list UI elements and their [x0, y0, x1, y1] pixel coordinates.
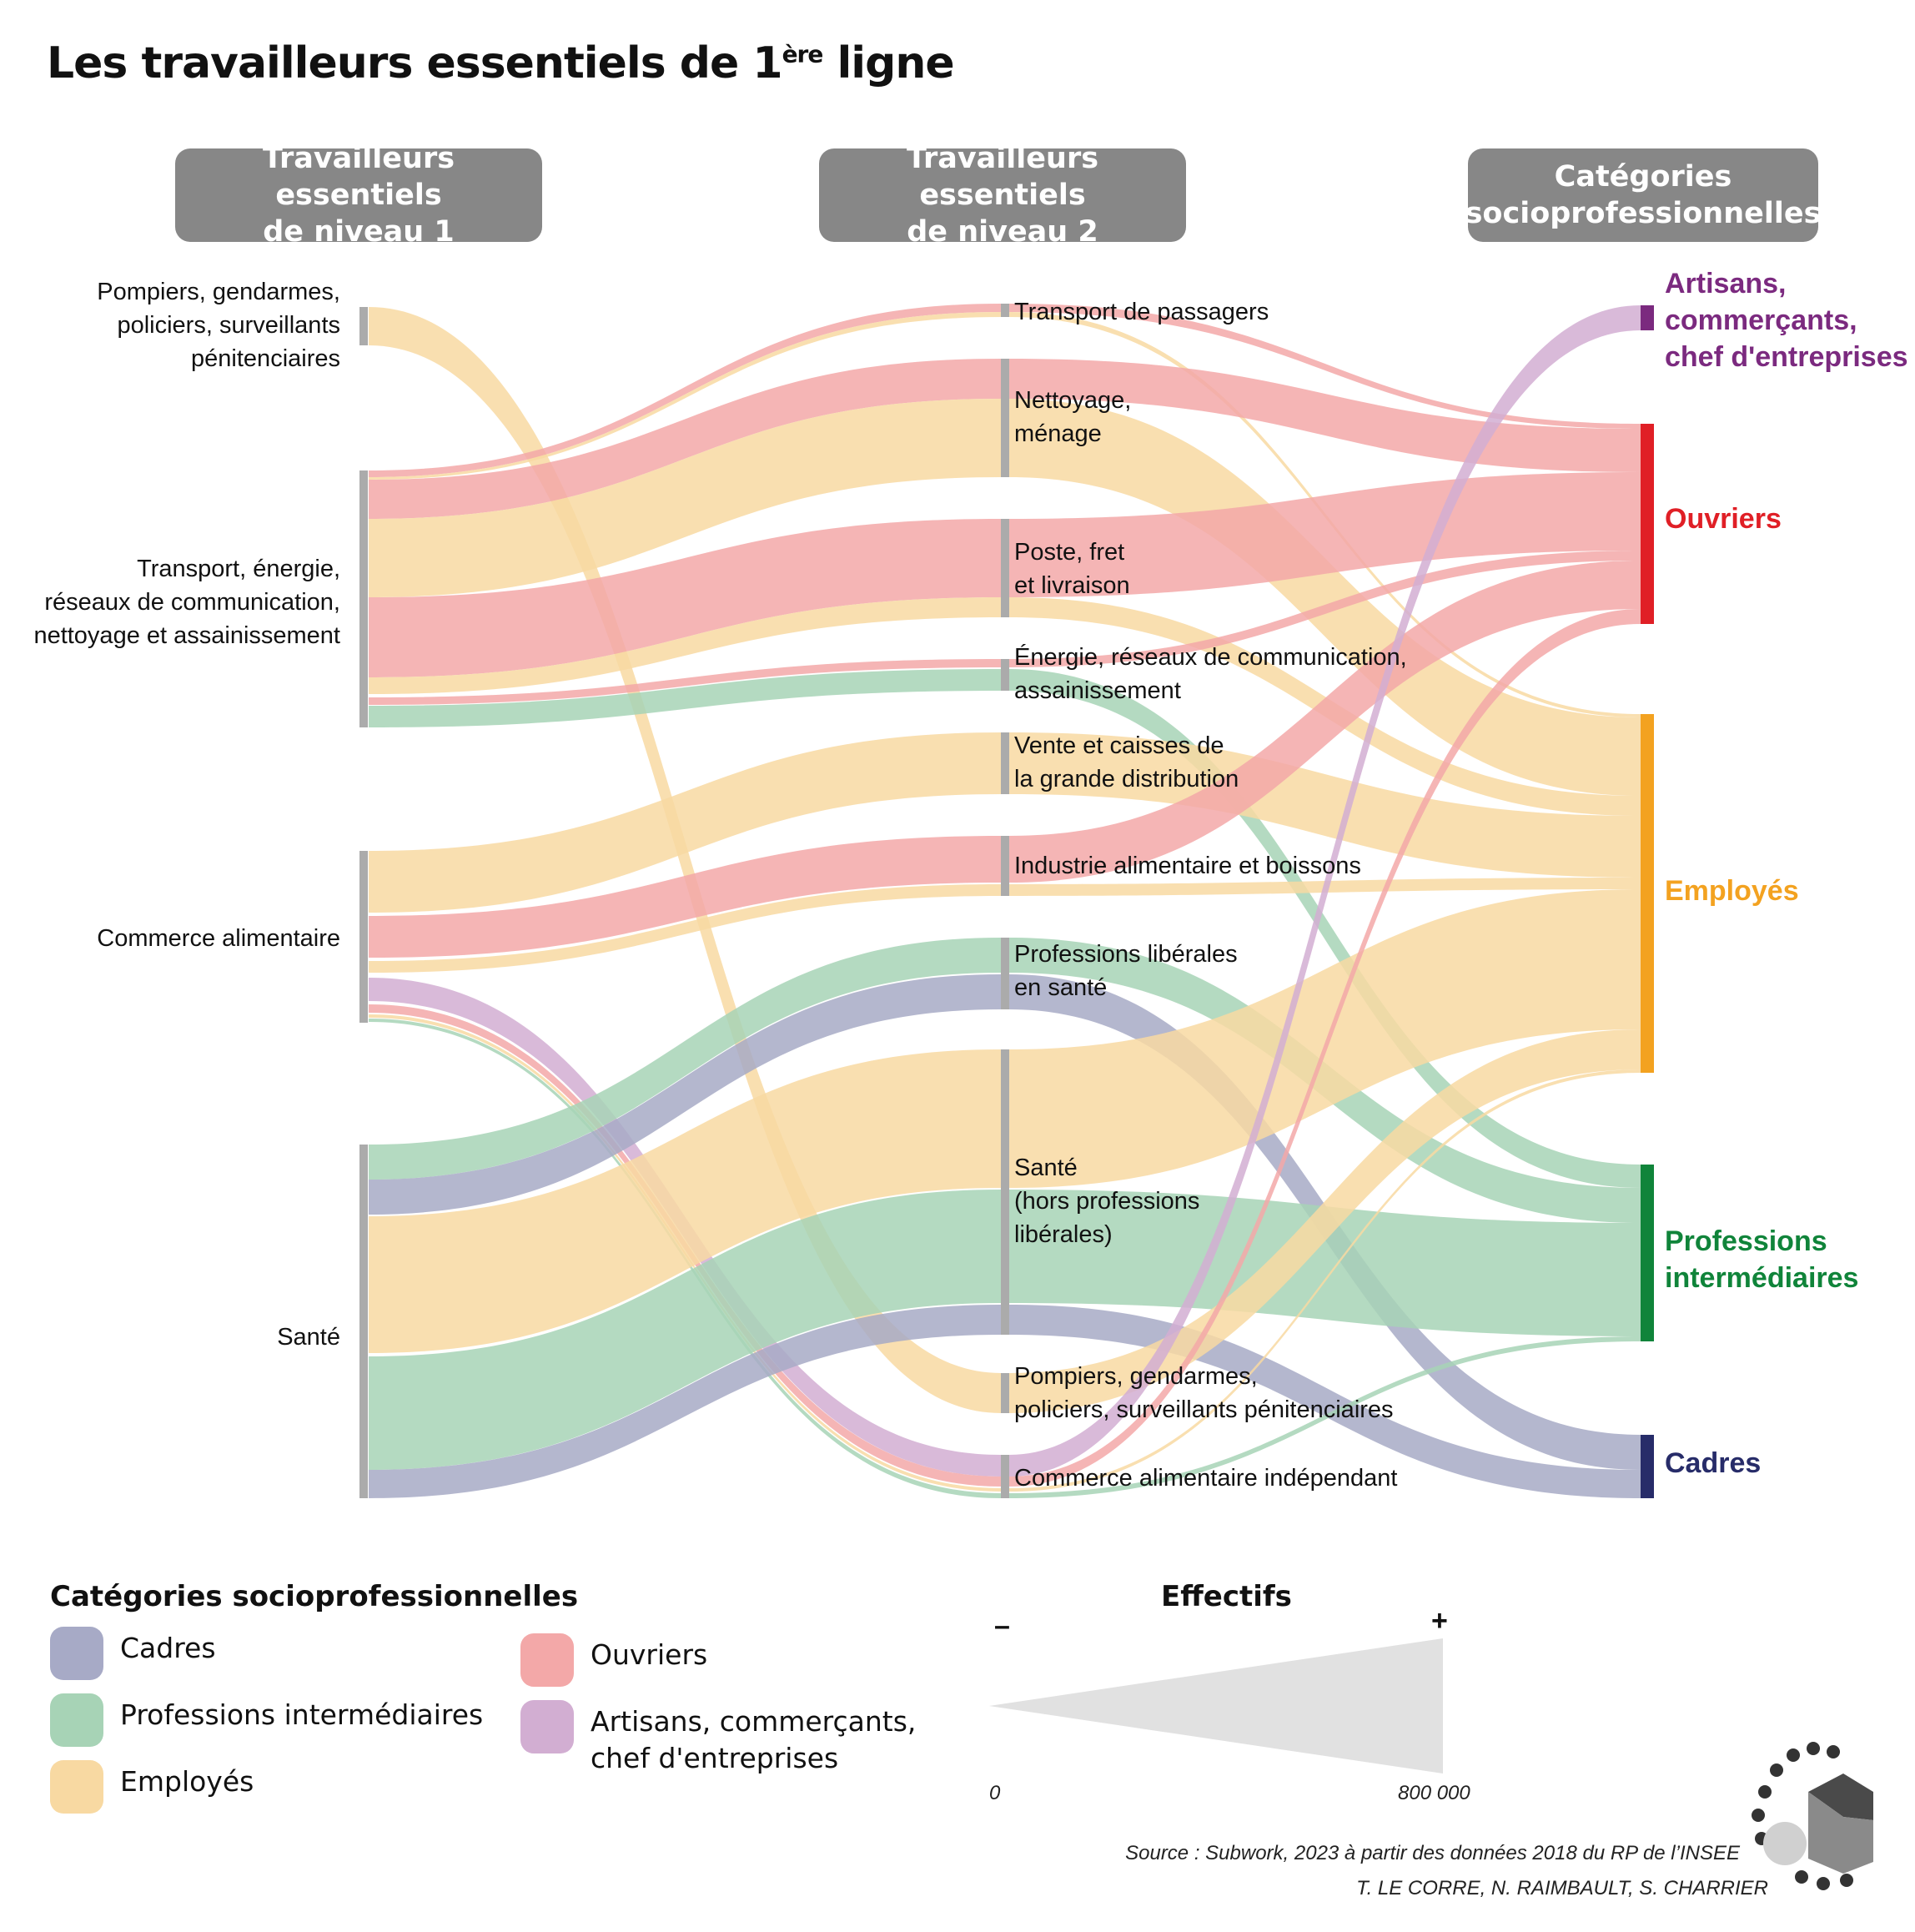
level2-label-energie: Énergie, réseaux de communication, assain…	[1014, 644, 1407, 704]
effectifs-plus: +	[1431, 1605, 1448, 1637]
level2-label-sante-hors: Santé (hors professions libérales)	[1014, 1155, 1200, 1248]
level1-node-sante	[359, 1145, 368, 1498]
source-text: Source : Subwork, 2023 à partir des donn…	[1125, 1842, 1740, 1864]
level2-node-energie	[1001, 659, 1009, 691]
link-nettoyage-to-employes	[1009, 399, 1641, 796]
link-transport-to-passagers-ouvriers	[369, 304, 1001, 477]
link-independant-to-prof	[1009, 1336, 1641, 1498]
level1-label-pompiers: Pompiers, gendarmes, policiers, surveilla…	[97, 279, 340, 372]
effectifs-max-label: 800 000	[1398, 1782, 1470, 1804]
level2-label-industrie: Industrie alimentaire et boissons	[1014, 853, 1361, 879]
level2-node-commerce-independant	[1001, 1455, 1009, 1498]
level1-node-pompiers	[359, 307, 368, 345]
link-independant-to-ouvriers	[1009, 609, 1641, 1487]
level1-label-sante: Santé	[277, 1324, 340, 1351]
level2-node-prof-liberales	[1001, 938, 1009, 1009]
link-independant-to-employes	[1009, 1069, 1641, 1492]
link-transport-to-passagers-employes	[369, 312, 1001, 480]
link-hors-to-cadres	[1009, 1305, 1641, 1498]
link-hors-to-prof	[1009, 1190, 1641, 1336]
link-poste-to-ouvriers	[1009, 472, 1641, 597]
column-header-level2: Travailleurs essentiels de niveau 2	[819, 142, 1186, 249]
link-transport-to-energie-ouvriers	[369, 659, 1001, 705]
legend-swatch-ouvriers	[520, 1633, 574, 1687]
csp-node-employes	[1641, 714, 1654, 1073]
legend-title: Catégories socioprofessionnelles	[50, 1580, 579, 1613]
column-header-level1: Travailleurs essentiels de niveau 1	[175, 142, 542, 249]
link-commerce-to-industrie-ouvriers	[369, 836, 1001, 958]
page-title: Les travailleurs essentiels de 1ère lign…	[47, 38, 955, 88]
link-sante-to-liberales-cadres	[369, 974, 1001, 1215]
legend-swatch-artisans	[520, 1700, 574, 1753]
link-independant-to-artisans	[1009, 305, 1641, 1477]
link-transport-to-poste-ouvriers	[369, 519, 1001, 677]
link-energie-to-ouvriers	[1009, 551, 1641, 667]
link-commerce-to-vente-employes	[369, 732, 1001, 913]
level2-label-nettoyage: Nettoyage, ménage	[1014, 387, 1132, 447]
level2-label-poste: Poste, fret et livraison	[1014, 539, 1130, 599]
csp-label-employes: Employés	[1665, 875, 1799, 907]
link-sante-to-liberales-prof	[369, 938, 1001, 1180]
csp-label-ouvriers: Ouvriers	[1665, 503, 1782, 535]
effectifs-minus: –	[994, 1610, 1010, 1642]
link-vente-to-employes	[1009, 732, 1641, 878]
level2-node-pompiers	[1001, 1373, 1009, 1413]
link-sante-to-hors-employes	[369, 1049, 1001, 1353]
legend-item-artisans: Artisans, commerçants, chef d'entreprises	[520, 1700, 916, 1777]
csp-label-cadres: Cadres	[1665, 1447, 1762, 1479]
legend-item-employes: Employés	[50, 1760, 254, 1814]
effectifs-title: Effectifs	[1161, 1580, 1292, 1613]
authors-text: T. LE CORRE, N. RAIMBAULT, S. CHARRIER	[1356, 1877, 1768, 1899]
effectifs-min-label: 0	[989, 1782, 1001, 1804]
level2-label-transport-passagers: Transport de passagers	[1014, 299, 1269, 325]
csp-node-cadres	[1641, 1435, 1654, 1498]
legend-swatch-employes	[50, 1760, 103, 1814]
legend-item-prof-inter: Professions intermédiaires	[50, 1693, 483, 1747]
level2-label-vente: Vente et caisses de la grande distributio…	[1014, 732, 1239, 792]
csp-node-artisans	[1641, 305, 1654, 330]
level2-label-commerce-independant: Commerce alimentaire indépendant	[1014, 1465, 1398, 1492]
effectifs-wedge	[989, 1638, 1443, 1774]
level2-node-poste	[1001, 519, 1009, 617]
link-transport-to-nettoyage-employes	[369, 399, 1001, 597]
level2-node-transport-passagers	[1001, 304, 1009, 317]
level1-label-transport: Transport, énergie, réseaux de communicat…	[33, 556, 340, 649]
csp-label-prof-intermediaires: Professions intermédiaires	[1665, 1225, 1859, 1294]
level2-node-nettoyage	[1001, 359, 1009, 477]
level2-label-pompiers: Pompiers, gendarmes, policiers, surveilla…	[1014, 1363, 1394, 1423]
level1-node-commerce	[359, 851, 368, 1023]
link-energie-to-prof	[1009, 669, 1641, 1188]
legend-item-ouvriers: Ouvriers	[520, 1633, 707, 1687]
level2-node-industrie	[1001, 836, 1009, 896]
link-transport-to-poste-employes	[369, 597, 1001, 694]
csp-label-artisans: Artisans, commerçants, chef d'entreprises	[1665, 268, 1908, 373]
column-header-csp: Catégories socioprofessionnelles	[1465, 148, 1821, 242]
link-transport-to-nettoyage-ouvriers	[369, 359, 1001, 519]
link-pompiers-to-employes	[1009, 1029, 1641, 1413]
effectifs-wedge-shape	[989, 1638, 1443, 1774]
level1-label-commerce: Commerce alimentaire	[97, 925, 340, 952]
csp-node-prof-inter	[1641, 1165, 1654, 1341]
legend-item-cadres: Cadres	[50, 1627, 216, 1680]
link-passagers-to-ouvriers	[1009, 304, 1641, 429]
subwork-logo-icon	[1752, 1742, 1873, 1890]
link-industrie-to-ouvriers	[1009, 561, 1641, 883]
link-sante-to-hors-prof	[369, 1190, 1001, 1470]
link-sante-to-hors-cadres	[369, 1305, 1001, 1498]
link-hors-to-employes	[1009, 889, 1641, 1188]
link-transport-to-energie-prof	[369, 669, 1001, 727]
level2-node-vente	[1001, 732, 1009, 794]
link-commerce-to-industrie-employes	[369, 884, 1001, 973]
level2-node-sante-hors	[1001, 1049, 1009, 1335]
link-l1-pompiers-to-l2-pompiers	[369, 307, 1001, 1413]
legend-swatch-prof-inter	[50, 1693, 103, 1747]
level1-node-transport	[359, 470, 368, 727]
level2-label-prof-liberales: Professions libérales en santé	[1014, 941, 1238, 1001]
legend-swatch-cadres	[50, 1627, 103, 1680]
csp-node-ouvriers	[1641, 424, 1654, 624]
